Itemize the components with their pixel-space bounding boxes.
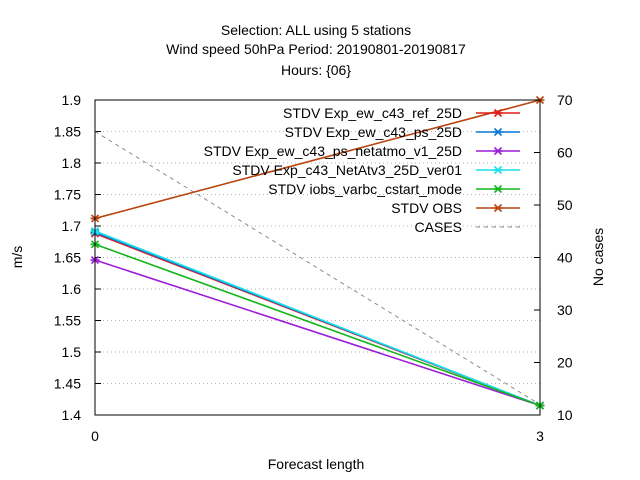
y2-tick-label: 20 [557,355,573,371]
y2-tick-label: 60 [557,145,573,161]
y-tick-label: 1.45 [54,376,81,392]
legend-marker [493,184,503,194]
title-line-3: Hours: {06} [281,62,351,78]
legend-label: STDV Exp_c43_NetAtv3_25D_ver01 [232,162,462,178]
y2-axis-ticks: 10 20 30 40 50 60 70 [534,92,573,423]
y-axis-ticks: 1.4 1.45 1.5 1.55 1.6 1.65 1.7 1.75 1.8 1.85 1.9 [54,92,101,423]
legend-marker [493,108,503,118]
legend-label: STDV Exp_ew_c43_ref_25D [283,105,462,121]
legend-item: STDV iobs_varbc_cstart_mode [268,181,520,197]
y-tick-label: 1.85 [54,124,81,140]
series-line [94,243,541,407]
legend-label: STDV OBS [391,200,462,216]
legend-item: STDV Exp_ew_c43_ref_25D [283,105,520,121]
legend-marker [493,127,503,137]
y-tick-label: 1.9 [62,92,82,108]
legend-item: STDV Exp_c43_NetAtv3_25D_ver01 [232,162,520,178]
plot-frame [94,99,541,416]
series-lines [90,95,545,410]
title-line-2: Wind speed 50hPa Period: 20190801-201908… [166,41,466,57]
legend-marker [493,165,503,175]
y2-axis-label: No cases [590,228,606,286]
y-tick-label: 1.75 [54,187,81,203]
legend-item: CASES [415,219,520,235]
y-tick-label: 1.6 [62,281,82,297]
title-line-1: Selection: ALL using 5 stations [221,22,411,38]
legend: STDV Exp_ew_c43_ref_25D STDV Exp_ew_c43_p… [204,105,520,235]
series-line [94,99,541,220]
legend-label: STDV Exp_ew_c43_ps_25D [285,124,462,140]
y-tick-label: 1.65 [54,250,81,266]
x-tick-label: 3 [536,428,544,444]
legend-label: STDV iobs_varbc_cstart_mode [268,181,462,197]
series-line [94,259,541,407]
legend-label: STDV Exp_ew_c43_ps_netatmo_v1_25D [204,143,462,159]
legend-item: STDV Exp_ew_c43_ps_25D [285,124,520,140]
y2-tick-label: 70 [557,92,573,108]
chart-title: Selection: ALL using 5 stations Wind spe… [166,22,466,78]
y-axis-label: m/s [9,246,25,269]
y-tick-label: 1.7 [62,218,82,234]
y2-tick-label: 30 [557,302,573,318]
legend-item: STDV Exp_ew_c43_ps_netatmo_v1_25D [204,143,520,159]
series-line [94,230,541,407]
legend-marker [493,146,503,156]
y-tick-label: 1.55 [54,313,81,329]
y-tick-label: 1.8 [62,155,82,171]
series-line [94,131,541,405]
y2-tick-label: 50 [557,197,573,213]
x-axis-label: Forecast length [268,456,365,472]
y-tick-label: 1.4 [62,407,82,423]
y-tick-label: 1.5 [62,344,82,360]
legend-label: CASES [415,219,462,235]
y2-tick-label: 40 [557,250,573,266]
x-tick-label: 0 [91,428,99,444]
y2-tick-label: 10 [557,407,573,423]
series-6 [94,131,541,405]
legend-marker [493,203,503,213]
legend-item: STDV OBS [391,200,520,216]
